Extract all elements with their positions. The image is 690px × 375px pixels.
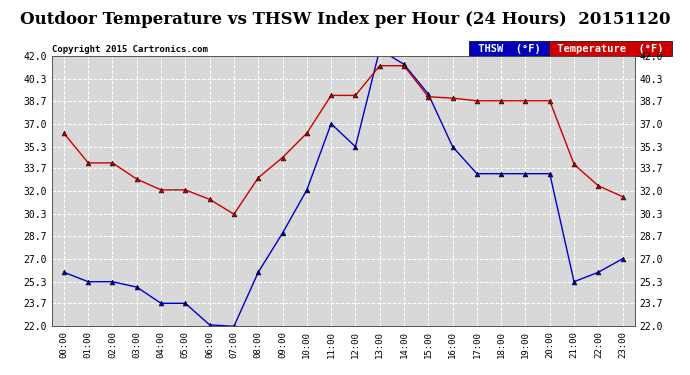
Text: THSW  (°F): THSW (°F) — [471, 44, 546, 54]
Text: Copyright 2015 Cartronics.com: Copyright 2015 Cartronics.com — [52, 45, 208, 54]
Text: Outdoor Temperature vs THSW Index per Hour (24 Hours)  20151120: Outdoor Temperature vs THSW Index per Ho… — [20, 11, 670, 28]
Text: Temperature  (°F): Temperature (°F) — [551, 44, 669, 54]
